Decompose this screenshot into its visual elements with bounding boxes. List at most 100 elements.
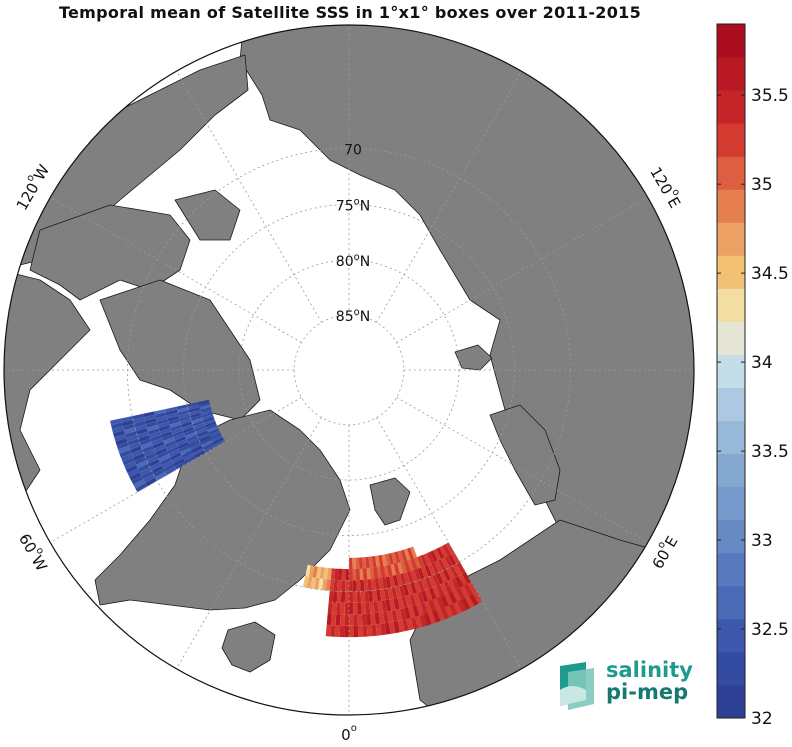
colorbar-frame <box>716 23 746 719</box>
sss-cell <box>443 581 453 594</box>
sss-cell <box>197 432 210 440</box>
sss-cell <box>337 580 342 592</box>
sss-cell <box>134 420 146 428</box>
sss-cell <box>338 568 343 581</box>
sss-cell <box>199 435 211 443</box>
sss-cell <box>314 577 320 590</box>
sss-cell <box>184 429 196 437</box>
sss-cell <box>145 421 158 428</box>
sss-cell <box>118 445 131 454</box>
sss-cell <box>440 594 449 608</box>
sss-cell <box>139 467 152 476</box>
colorbar-segment <box>717 651 745 686</box>
sss-cell <box>396 574 403 586</box>
sss-cell <box>423 613 432 626</box>
colorbar-segment <box>717 420 745 455</box>
sss-cell <box>110 418 122 425</box>
sss-cell <box>134 424 147 432</box>
sss-cell <box>448 591 458 604</box>
sss-cell <box>340 591 346 603</box>
sss-cell <box>406 583 414 595</box>
lon-label-120: 120oE <box>647 162 687 211</box>
sss-cell <box>394 551 401 564</box>
sss-cell <box>362 568 368 580</box>
sss-cell <box>420 554 428 567</box>
sss-cell <box>111 422 123 430</box>
sss-cell <box>388 553 394 565</box>
sss-cell <box>413 557 421 569</box>
sss-cell <box>353 602 358 615</box>
sss-cell <box>410 558 418 570</box>
sss-cell <box>143 448 156 457</box>
sss-cell <box>344 614 349 626</box>
sss-cell <box>157 421 170 429</box>
sss-cell <box>171 427 183 435</box>
sss-cell <box>126 434 139 442</box>
sss-cell <box>310 577 317 589</box>
logo-wave-icon <box>560 662 594 710</box>
sss-cell <box>456 587 466 600</box>
sss-cell <box>165 443 178 451</box>
colorbar-segment <box>717 486 745 521</box>
sss-cell <box>332 591 338 603</box>
sss-cell <box>362 625 368 637</box>
sss-cell <box>155 412 167 419</box>
sss-cell <box>417 591 425 604</box>
sss-cell <box>146 424 159 432</box>
sss-cell <box>125 431 138 439</box>
sss-cell <box>413 580 421 593</box>
sss-cell <box>383 565 390 578</box>
sss-cell <box>403 560 411 573</box>
sss-cell <box>357 602 362 615</box>
sss-cell <box>131 449 144 458</box>
sss-cell <box>399 608 407 621</box>
greenland-land <box>94 409 351 611</box>
sss-cell <box>428 611 436 625</box>
sss-cell <box>387 610 394 623</box>
logo-line2: pi-mep <box>606 680 689 704</box>
sss-cell <box>148 458 160 468</box>
sss-cell <box>385 599 392 612</box>
sss-cell <box>181 421 193 428</box>
colorbar-tick-label: 34 <box>751 353 773 373</box>
sss-cell <box>330 625 336 637</box>
sss-cell <box>326 613 332 626</box>
sss-cell <box>370 613 376 625</box>
sss-cell <box>177 441 189 450</box>
sss-cell <box>417 579 425 592</box>
graticule <box>4 25 694 715</box>
sss-cell <box>389 598 396 611</box>
colorbar-tick-label: 32.5 <box>751 620 789 640</box>
sss-cell <box>161 460 174 469</box>
sss-cell <box>176 404 188 410</box>
sss-cell <box>325 624 332 637</box>
sss-cell <box>323 567 329 580</box>
sss-cell <box>133 453 145 461</box>
sss-cell <box>180 447 192 456</box>
sss-cell <box>428 599 437 612</box>
sss-cell <box>196 430 208 438</box>
sss-cell <box>340 602 345 615</box>
sss-cell <box>345 569 349 581</box>
sss-cell <box>373 567 379 579</box>
sss-cell <box>449 565 459 578</box>
sss-cell <box>428 587 437 600</box>
sss-cell <box>204 444 216 453</box>
sss-cell <box>469 593 479 606</box>
sss-cell <box>121 416 134 423</box>
sss-cell <box>334 568 339 580</box>
sss-cell <box>155 447 168 456</box>
sss-cell <box>341 580 346 592</box>
sss-cell <box>128 442 141 450</box>
sss-cell <box>381 577 388 589</box>
sss-cell <box>156 418 169 425</box>
sss-cell <box>436 547 445 559</box>
sss-cell <box>436 596 445 609</box>
sss-cell <box>165 406 177 413</box>
sss-cell <box>163 463 175 472</box>
sss-cell <box>424 588 433 601</box>
sss-cell <box>444 593 453 606</box>
sss-cell <box>366 568 371 580</box>
sss-cell <box>366 624 373 637</box>
